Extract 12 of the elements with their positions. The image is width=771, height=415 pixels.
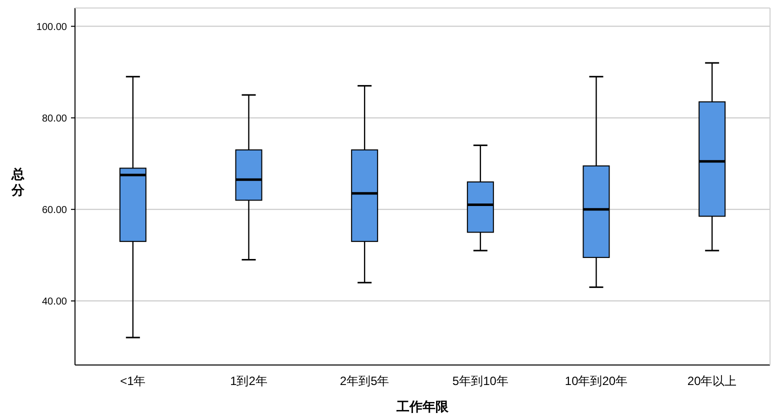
x-axis-title: 工作年限 bbox=[396, 399, 450, 414]
x-tick-label: 2年到5年 bbox=[340, 374, 390, 388]
x-tick-label: 20年以上 bbox=[687, 374, 737, 388]
y-tick-label: 100.00 bbox=[36, 22, 68, 33]
y-tick-label: 60.00 bbox=[42, 204, 68, 216]
y-axis-title: 总分 bbox=[10, 166, 26, 198]
x-tick-label: 10年到20年 bbox=[564, 374, 628, 388]
x-tick-label: 1到2年 bbox=[230, 374, 268, 388]
y-tick-label: 40.00 bbox=[42, 296, 68, 308]
y-tick-label: 80.00 bbox=[42, 113, 68, 124]
x-tick-label: <1年 bbox=[120, 374, 146, 388]
x-tick-label: 5年到10年 bbox=[452, 374, 508, 388]
